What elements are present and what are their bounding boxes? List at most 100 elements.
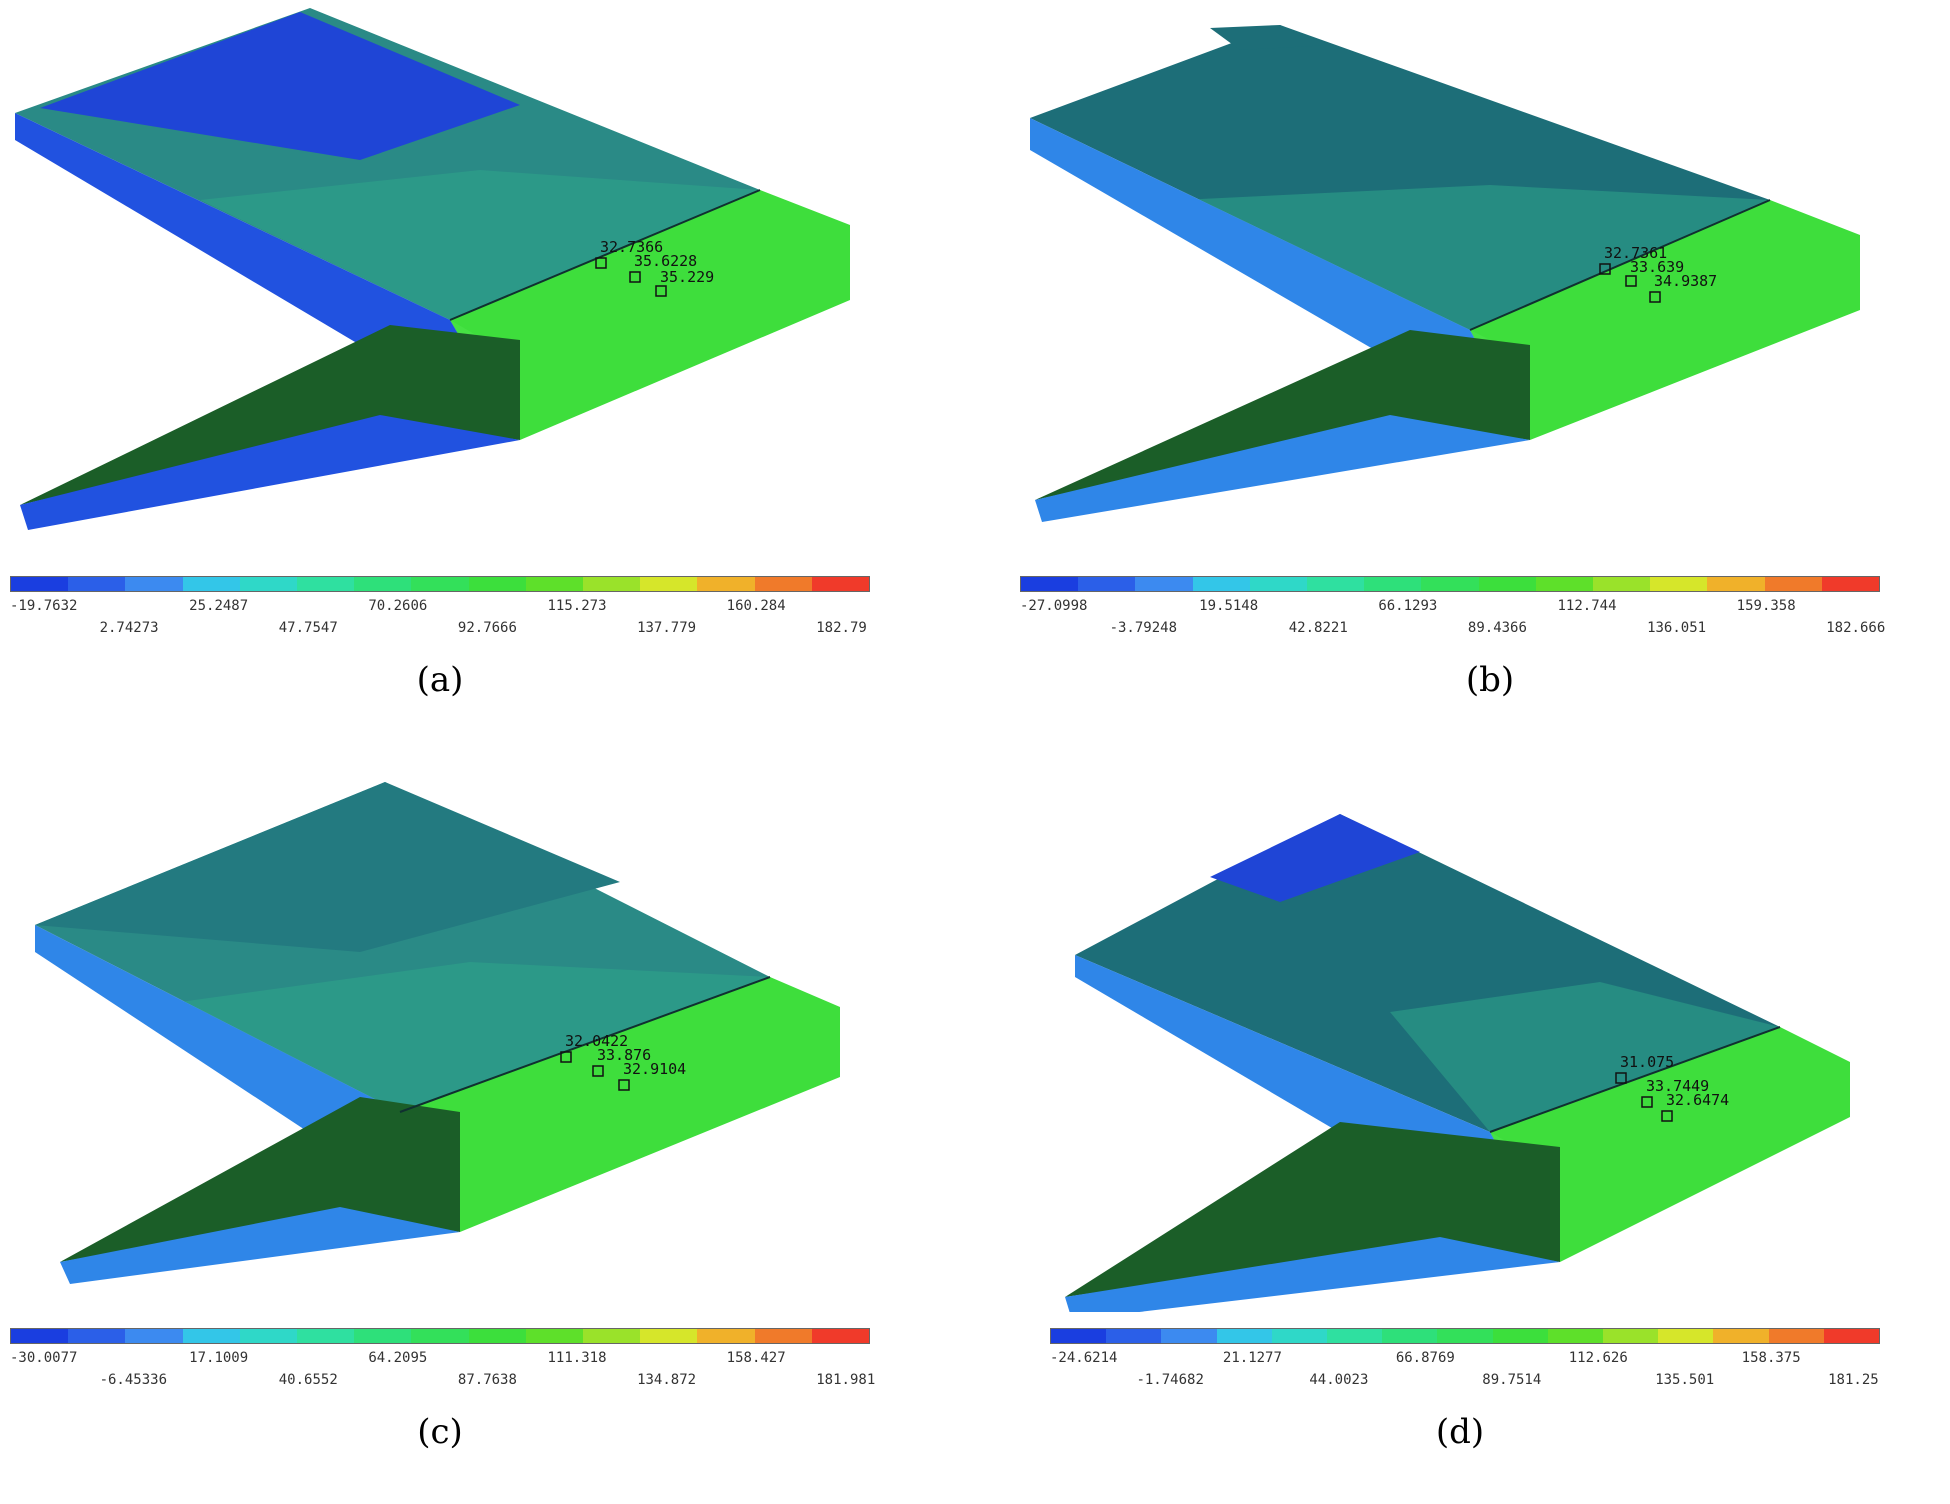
color-scale-bar xyxy=(1020,576,1880,592)
color-scale-segment xyxy=(811,577,870,591)
color-scale-segment xyxy=(640,577,698,591)
color-scale-segment xyxy=(125,1329,183,1343)
color-scale-segment xyxy=(239,1329,298,1343)
scale-tick-bottom-3: 89.7514 xyxy=(1482,1372,1542,1388)
color-scale-segment xyxy=(1535,577,1594,591)
color-scale-segment xyxy=(1271,1329,1328,1343)
scale-tick-bottom-1: -1.74682 xyxy=(1136,1372,1204,1388)
color-scale-segment xyxy=(1492,1329,1548,1343)
color-scale-segment xyxy=(1593,577,1651,591)
color-scale-segment xyxy=(754,1329,812,1343)
scale-tick-top-2: 25.2487 xyxy=(189,598,249,614)
color-scale-segment xyxy=(297,577,355,591)
scale-tick-top-3: 66.8769 xyxy=(1395,1350,1455,1366)
panel-label: (a) xyxy=(416,660,464,700)
stress-contour-model: 32.0422 33.876 32.9104 xyxy=(35,782,840,1284)
color-scale-segment xyxy=(1382,1329,1438,1343)
probe-value-3: 32.9104 xyxy=(623,1060,686,1078)
panel-a: 32.7366 35.6228 35.229 -19.7632 25.2487 … xyxy=(0,0,975,752)
scale-tick-top-3: 64.2095 xyxy=(368,1350,428,1366)
lower-flange-edge xyxy=(1065,1237,1560,1312)
panel-label: (b) xyxy=(1465,660,1515,700)
scale-tick-top-5: 159.358 xyxy=(1736,598,1796,614)
color-scale-segment xyxy=(1437,1329,1493,1343)
scale-tick-top-4: 111.318 xyxy=(547,1350,607,1366)
flange-upper-band xyxy=(40,12,520,160)
color-scale-segment xyxy=(68,1329,126,1343)
flange-upper-band xyxy=(1210,814,1420,902)
color-scale-segment xyxy=(1821,577,1880,591)
lower-flange-edge xyxy=(20,415,520,530)
color-scale-segment xyxy=(182,577,240,591)
color-scale-segment xyxy=(297,1329,355,1343)
lower-flange-dark xyxy=(1035,330,1530,500)
color-scale-segment xyxy=(1192,577,1250,591)
scale-tick-top-4: 112.744 xyxy=(1557,598,1617,614)
color-scale-segment xyxy=(125,577,183,591)
flange-upper-band xyxy=(1210,25,1330,50)
color-scale-segment xyxy=(468,577,526,591)
color-scale-segment xyxy=(1216,1329,1272,1343)
color-scale-segment xyxy=(1713,1329,1769,1343)
scale-tick-bottom-2: 42.8221 xyxy=(1288,620,1348,636)
panel-label: (c) xyxy=(417,1412,463,1452)
scale-tick-bottom-1: 2.74273 xyxy=(99,620,159,636)
flange-lower-zone xyxy=(180,962,770,1112)
color-scale-segment xyxy=(525,577,584,591)
contour-seam-line xyxy=(399,976,771,1113)
color-scale-segment xyxy=(11,1329,69,1343)
lower-flange-dark xyxy=(60,1097,460,1262)
scale-tick-bottom-3: 87.7638 xyxy=(457,1372,517,1388)
scale-tick-top-1: -19.7632 xyxy=(10,598,78,614)
panel-b: 32.7361 33.639 34.9387 -27.0998 19.5148 … xyxy=(1010,0,1950,752)
color-scale-segment xyxy=(697,577,755,591)
scale-tick-top-3: 70.2606 xyxy=(368,598,428,614)
scale-tick-top-5: 158.375 xyxy=(1741,1350,1801,1366)
color-scale-segment xyxy=(583,577,641,591)
color-scale-segment xyxy=(1078,577,1136,591)
color-scale-segment xyxy=(1603,1329,1659,1343)
color-scale-segment xyxy=(1327,1329,1383,1343)
color-scale-segment xyxy=(1307,577,1365,591)
color-scale-segment xyxy=(1478,577,1536,591)
web-right-block xyxy=(450,190,850,440)
probe-value-1: 32.7361 xyxy=(1604,244,1667,262)
probe-markers: 31.075 33.7449 32.6474 xyxy=(1615,1053,1729,1122)
probe-markers: 32.7366 35.6228 35.229 xyxy=(595,238,714,297)
probe-value-2: 35.6228 xyxy=(634,252,697,270)
contour-seam-line xyxy=(1489,1026,1781,1133)
color-scale-segment xyxy=(525,1329,584,1343)
scale-tick-bottom-5: 181.25 xyxy=(1828,1372,1879,1388)
web-right-block xyxy=(1470,200,1860,440)
scale-tick-bottom-3: 89.4366 xyxy=(1467,620,1527,636)
flange-lower-zone xyxy=(1390,982,1780,1132)
lower-flange-edge xyxy=(1035,415,1530,522)
color-scale-segment xyxy=(1161,1329,1217,1343)
probe-value-1: 32.0422 xyxy=(565,1032,628,1050)
color-scale-segment xyxy=(1768,1329,1824,1343)
color-scale-segment xyxy=(11,577,69,591)
probe-value-2: 33.639 xyxy=(1630,258,1684,276)
color-scale-segment xyxy=(1650,577,1708,591)
color-scale-segment xyxy=(182,1329,240,1343)
color-scale-segment xyxy=(1707,577,1765,591)
color-scale-segment xyxy=(1021,577,1079,591)
color-scale-segment xyxy=(1823,1329,1880,1343)
color-scale-bar xyxy=(1050,1328,1880,1344)
scale-tick-bottom-1: -3.79248 xyxy=(1109,620,1178,636)
scale-tick-top-2: 21.1277 xyxy=(1222,1350,1282,1366)
scale-tick-bottom-4: 136.051 xyxy=(1647,620,1707,636)
scale-tick-top-2: 19.5148 xyxy=(1199,598,1259,614)
lower-flange-dark xyxy=(20,325,520,505)
flange-lower-zone xyxy=(1180,185,1770,330)
probe-markers: 32.0422 33.876 32.9104 xyxy=(560,1032,686,1091)
panel-label: (d) xyxy=(1435,1412,1485,1452)
scale-tick-top-1: -24.6214 xyxy=(1050,1350,1118,1366)
stress-contour-model: 32.7366 35.6228 35.229 xyxy=(15,8,850,530)
color-scale-segment xyxy=(1547,1329,1604,1343)
color-scale-bar xyxy=(10,1328,870,1344)
probe-value-2: 33.876 xyxy=(597,1046,651,1064)
probe-value-3: 32.6474 xyxy=(1666,1091,1729,1109)
probe-value-1: 32.7366 xyxy=(600,238,663,256)
color-scale-segment xyxy=(468,1329,526,1343)
